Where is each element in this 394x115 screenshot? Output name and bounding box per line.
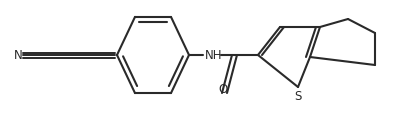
- Text: N: N: [14, 49, 23, 62]
- Text: S: S: [294, 89, 302, 102]
- Text: NH: NH: [205, 49, 223, 62]
- Text: O: O: [218, 82, 228, 95]
